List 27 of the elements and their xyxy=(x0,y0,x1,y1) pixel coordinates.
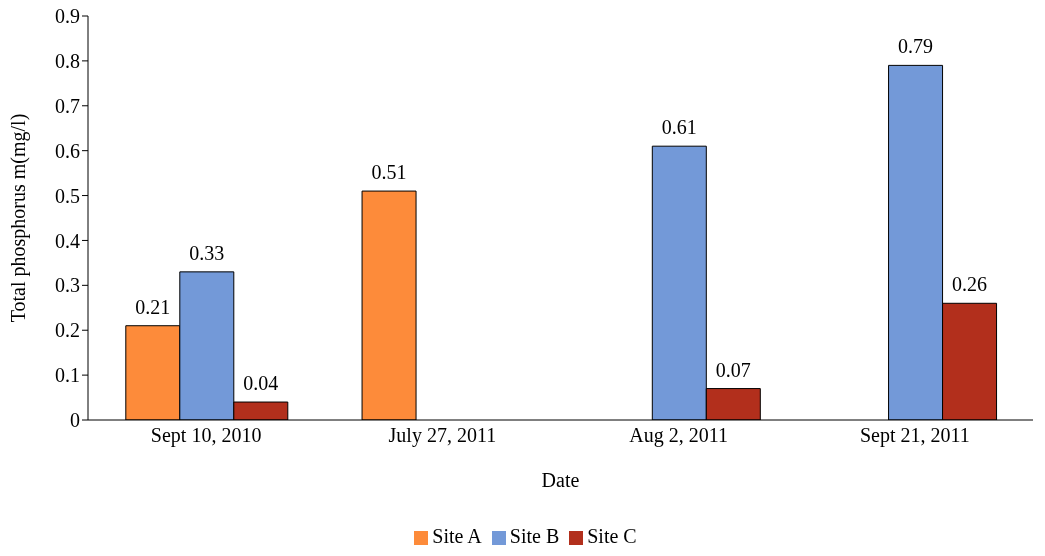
y-tick-label: 0.3 xyxy=(55,274,80,297)
data-label: 0.61 xyxy=(661,116,697,139)
data-label: 0.26 xyxy=(952,273,988,296)
y-tick-label: 0.2 xyxy=(55,319,80,342)
legend-label: Site B xyxy=(509,525,560,547)
x-tick-label: Sept 21, 2011 xyxy=(859,424,970,448)
y-tick-label: 0.8 xyxy=(55,49,80,72)
x-tick-label: Aug 2, 2011 xyxy=(629,424,728,448)
x-axis-title: Date xyxy=(541,469,580,491)
x-tick-label: Sept 10, 2010 xyxy=(150,424,262,448)
y-tick-label: 0.9 xyxy=(55,5,80,28)
data-label: 0.07 xyxy=(715,358,751,381)
y-tick-label: 0.7 xyxy=(55,94,80,117)
legend-label: Site A xyxy=(432,525,482,547)
data-label: 0.51 xyxy=(371,161,407,184)
data-label: 0.33 xyxy=(189,241,225,264)
y-tick-label: 0.1 xyxy=(55,364,80,387)
y-axis-title: Total phosphorus m(mg/l) xyxy=(7,113,31,323)
y-tick-label: 0.5 xyxy=(55,184,80,207)
y-tick-label: 0.6 xyxy=(55,139,80,162)
y-tick-label: 0.4 xyxy=(55,229,80,252)
x-tick-label: July 27, 2011 xyxy=(388,424,497,448)
data-label: 0.04 xyxy=(243,372,279,395)
data-label: 0.21 xyxy=(135,295,171,318)
data-label: 0.79 xyxy=(898,35,934,58)
y-tick-label: 0 xyxy=(70,409,80,432)
legend-label: Site C xyxy=(587,525,637,547)
